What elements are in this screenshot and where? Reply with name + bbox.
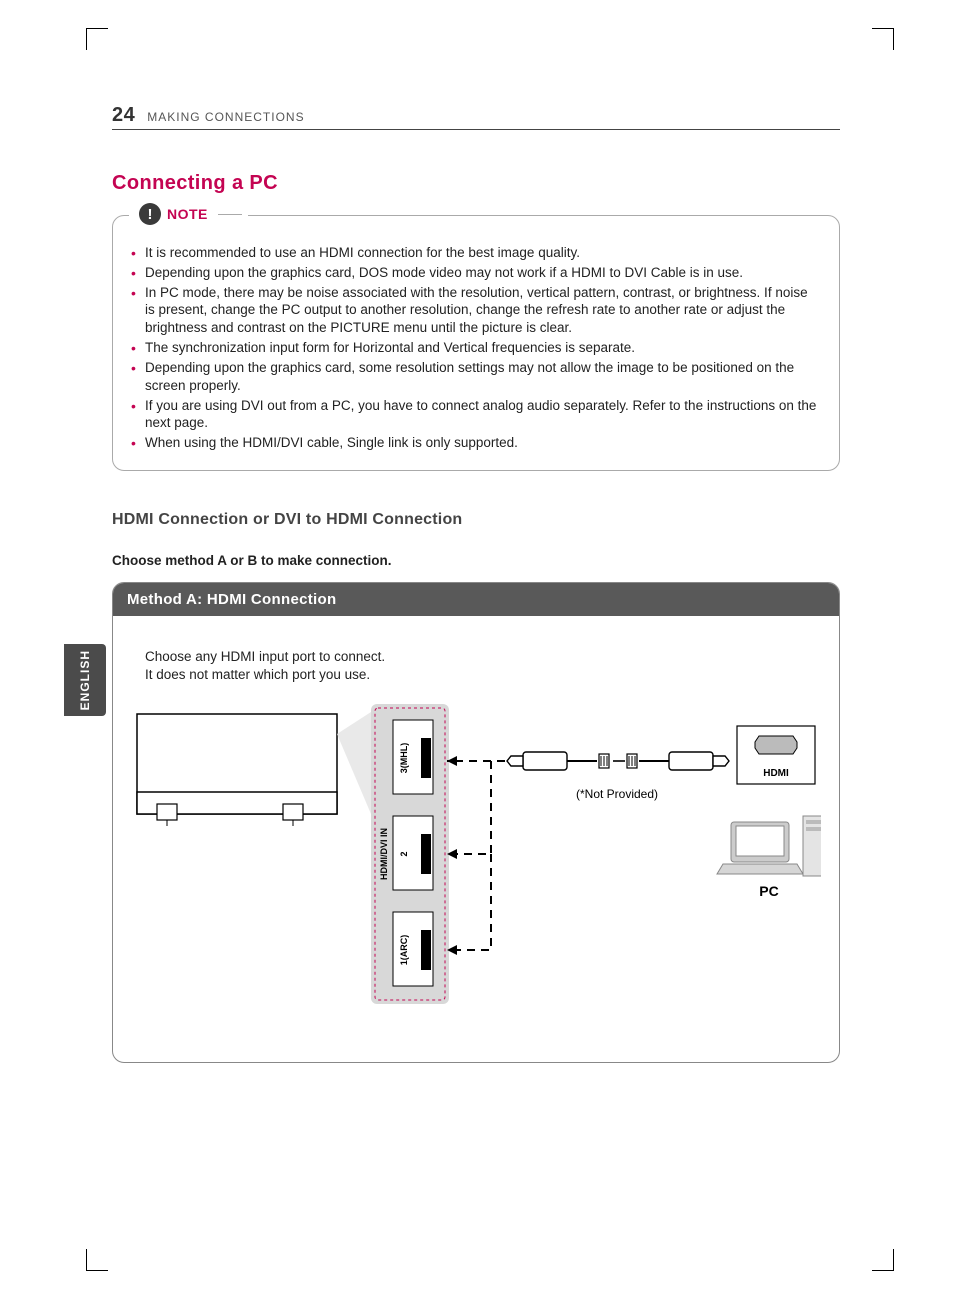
port-group-label: HDMI/DVI IN: [379, 828, 389, 880]
method-a-box: Method A: HDMI Connection Choose any HDM…: [112, 582, 840, 1063]
note-bullet: The synchronization input form for Horiz…: [131, 339, 821, 357]
crop-mark: [872, 1249, 894, 1271]
port-label-3: 3(MHL): [399, 743, 409, 774]
crop-mark: [86, 1249, 108, 1271]
note-bullet: In PC mode, there may be noise associate…: [131, 284, 821, 337]
note-bullet: Depending upon the graphics card, DOS mo…: [131, 264, 821, 282]
method-a-header: Method A: HDMI Connection: [113, 583, 839, 616]
page-header: 24 MAKING CONNECTIONS: [112, 104, 840, 130]
port-label-2: 2: [399, 852, 409, 857]
pc-icon: PC: [717, 816, 821, 899]
exclamation-icon: !: [139, 203, 161, 225]
choose-instruction: Choose method A or B to make connection.: [112, 553, 840, 568]
note-bullet-list: It is recommended to use an HDMI connect…: [131, 244, 821, 452]
cable-not-provided: (*Not Provided): [576, 787, 658, 801]
tv-icon: [137, 712, 371, 826]
subheading: HDMI Connection or DVI to HDMI Connectio…: [112, 511, 840, 529]
connection-diagram: HDMI/DVI IN 3(MHL) 2: [131, 704, 821, 1044]
crop-mark: [86, 28, 108, 50]
method-a-note: Choose any HDMI input port to connect. I…: [145, 648, 821, 684]
hdmi-port-panel: HDMI/DVI IN 3(MHL) 2: [371, 704, 449, 1004]
note-box: ! NOTE It is recommended to use an HDMI …: [112, 215, 840, 471]
note-label: NOTE: [167, 206, 208, 222]
page-number: 24: [112, 104, 135, 127]
note-bullet: Depending upon the graphics card, some r…: [131, 359, 821, 395]
hdmi-output-box: HDMI: [737, 726, 815, 784]
language-tab: ENGLISH: [64, 644, 106, 716]
hdmi-output-label: HDMI: [763, 768, 789, 779]
note-badge: ! NOTE: [133, 203, 248, 225]
pc-label: PC: [759, 883, 778, 899]
crop-mark: [872, 28, 894, 50]
port-label-1: 1(ARC): [399, 935, 409, 966]
note-bullet: If you are using DVI out from a PC, you …: [131, 397, 821, 433]
connection-arrows: [447, 756, 505, 955]
note-bullet: When using the HDMI/DVI cable, Single li…: [131, 434, 821, 452]
page-title: Connecting a PC: [112, 172, 840, 195]
header-section-title: MAKING CONNECTIONS: [147, 110, 304, 124]
hdmi-cable-icon: (*Not Provided): [507, 752, 729, 801]
note-bullet: It is recommended to use an HDMI connect…: [131, 244, 821, 262]
